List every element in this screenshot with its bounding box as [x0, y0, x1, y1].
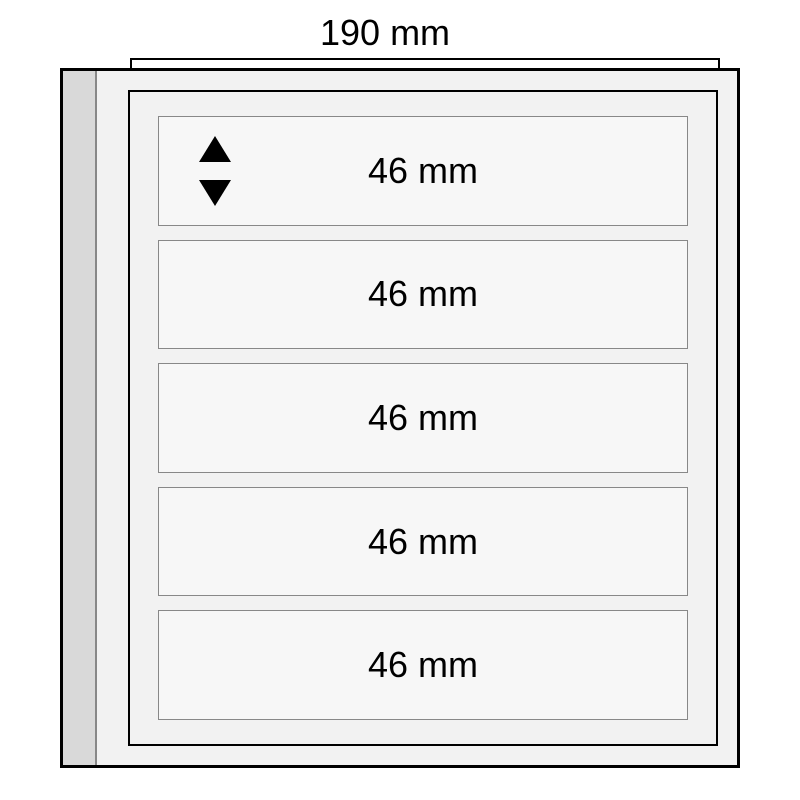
binding-strip [63, 71, 97, 765]
arrow-down-icon [199, 180, 231, 206]
row-height-label: 46 mm [368, 644, 478, 686]
row-height-label: 46 mm [368, 273, 478, 315]
inner-sheet: 46 mm 46 mm 46 mm 46 mm 46 mm [128, 90, 718, 746]
width-dimension-label: 190 mm [320, 12, 450, 54]
pocket-row: 46 mm [158, 240, 688, 350]
row-height-label: 46 mm [368, 521, 478, 563]
row-height-label: 46 mm [368, 150, 478, 192]
width-dimension-bracket [130, 58, 720, 60]
pocket-row: 46 mm [158, 363, 688, 473]
diagram-canvas: 190 mm 46 mm 46 mm 46 mm 46 mm 46 mm [0, 0, 800, 800]
pocket-row: 46 mm [158, 487, 688, 597]
pocket-row: 46 mm [158, 610, 688, 720]
pocket-row: 46 mm [158, 116, 688, 226]
height-arrows [199, 136, 231, 206]
arrow-up-icon [199, 136, 231, 162]
row-height-label: 46 mm [368, 397, 478, 439]
